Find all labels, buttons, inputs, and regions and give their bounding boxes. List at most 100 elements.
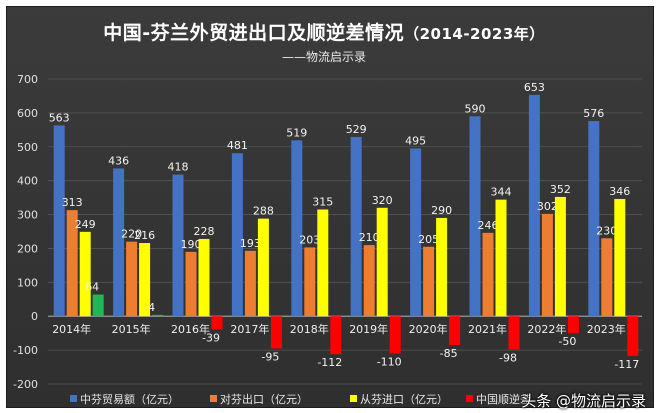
data-label: 210 xyxy=(359,231,380,244)
bar xyxy=(231,153,243,317)
data-label: 576 xyxy=(583,107,604,120)
x-tick-label: 2014年 xyxy=(52,322,91,336)
data-label: 246 xyxy=(478,219,499,232)
bar xyxy=(423,246,435,317)
bar xyxy=(126,241,138,317)
data-label: 315 xyxy=(312,195,333,208)
bar xyxy=(66,210,78,317)
data-label: -98 xyxy=(499,351,517,364)
chart-title-text: 中国-芬兰外贸进出口及顺逆差情况 xyxy=(103,22,405,44)
data-label: 495 xyxy=(405,134,426,147)
data-label: -39 xyxy=(202,331,220,344)
x-tick-label: 2019年 xyxy=(349,322,388,336)
data-label: 290 xyxy=(431,204,452,217)
y-tick-label: 300 xyxy=(17,209,38,222)
bar xyxy=(211,316,223,330)
data-label: 344 xyxy=(491,186,512,199)
bar xyxy=(92,294,104,317)
legend-label: 从芬进口（亿元） xyxy=(360,393,448,406)
y-tick-label: 600 xyxy=(17,107,38,120)
bar xyxy=(244,250,256,317)
data-label: 190 xyxy=(181,238,202,251)
bar xyxy=(53,125,65,317)
bar xyxy=(198,238,210,317)
x-tick-label: 2023年 xyxy=(587,322,626,336)
y-tick-label: 400 xyxy=(17,175,38,188)
bar xyxy=(614,198,626,317)
bar xyxy=(270,316,282,349)
legend-swatch xyxy=(466,395,473,402)
data-label: 481 xyxy=(227,139,248,152)
legend-swatch xyxy=(350,395,357,402)
data-label: -117 xyxy=(614,358,639,371)
y-tick-label: -100 xyxy=(13,344,38,357)
bar xyxy=(350,136,362,317)
data-label: -50 xyxy=(558,335,576,348)
chart-title-range: （2014-2023年） xyxy=(404,25,545,43)
bar xyxy=(185,251,197,317)
data-label: 590 xyxy=(465,102,486,115)
y-tick-label: 100 xyxy=(17,276,38,289)
y-tick-label: 0 xyxy=(31,310,38,323)
data-label: 519 xyxy=(286,126,307,139)
bar xyxy=(436,217,448,317)
data-label: 563 xyxy=(49,111,70,124)
x-tick-label: 2021年 xyxy=(468,322,507,336)
data-label: 64 xyxy=(85,281,99,294)
x-tick-label: 2017年 xyxy=(230,322,269,336)
data-label: 529 xyxy=(346,123,367,136)
data-label: 4 xyxy=(148,301,155,314)
legend-swatch xyxy=(70,395,77,402)
data-label: 346 xyxy=(609,185,630,198)
data-label: -110 xyxy=(377,356,402,369)
bar xyxy=(410,148,422,317)
bar xyxy=(482,232,494,317)
data-label: 216 xyxy=(134,229,155,242)
bar xyxy=(601,238,613,317)
chart-subtitle: ——物流启示录 xyxy=(281,50,366,64)
x-tick-label: 2015年 xyxy=(112,322,151,336)
bar xyxy=(113,168,125,317)
bar xyxy=(79,231,91,317)
data-label: 302 xyxy=(537,200,558,213)
bar xyxy=(152,314,164,317)
data-label: 436 xyxy=(108,154,129,167)
data-label: -85 xyxy=(440,347,458,360)
data-label: 228 xyxy=(194,225,215,238)
bar xyxy=(330,316,342,355)
data-label: 230 xyxy=(596,224,617,237)
watermark: 头条 @物流启示录 xyxy=(521,392,646,410)
data-label: 418 xyxy=(168,161,189,174)
bar xyxy=(376,207,388,317)
legend-label: 对芬出口（亿元） xyxy=(220,392,308,406)
bar xyxy=(567,316,579,334)
data-label: 203 xyxy=(299,233,320,246)
bar xyxy=(495,199,507,317)
bar xyxy=(317,209,329,317)
bar xyxy=(508,316,520,350)
bar xyxy=(528,94,540,317)
data-label: 320 xyxy=(372,194,393,207)
bar xyxy=(363,245,375,317)
bar xyxy=(139,243,151,317)
bar xyxy=(541,213,553,317)
data-label: 352 xyxy=(550,183,571,196)
bar xyxy=(304,247,316,317)
x-tick-label: 2018年 xyxy=(290,322,329,336)
x-tick-label: 2022年 xyxy=(527,322,566,336)
bar xyxy=(627,316,639,356)
data-label: 220 xyxy=(121,228,142,241)
bar xyxy=(469,116,481,317)
legend-swatch xyxy=(210,395,217,402)
x-tick-label: 2016年 xyxy=(171,322,210,336)
legend-label: 中芬贸易额（亿元） xyxy=(80,393,179,406)
chart-title: 中国-芬兰外贸进出口及顺逆差情况（2014-2023年） xyxy=(0,18,648,45)
data-label: -112 xyxy=(317,356,342,369)
data-label: -95 xyxy=(261,350,279,363)
bar xyxy=(389,316,401,354)
data-label: 653 xyxy=(524,81,545,94)
bar xyxy=(588,121,600,317)
y-tick-label: 500 xyxy=(17,141,38,154)
data-label: 249 xyxy=(75,218,96,231)
